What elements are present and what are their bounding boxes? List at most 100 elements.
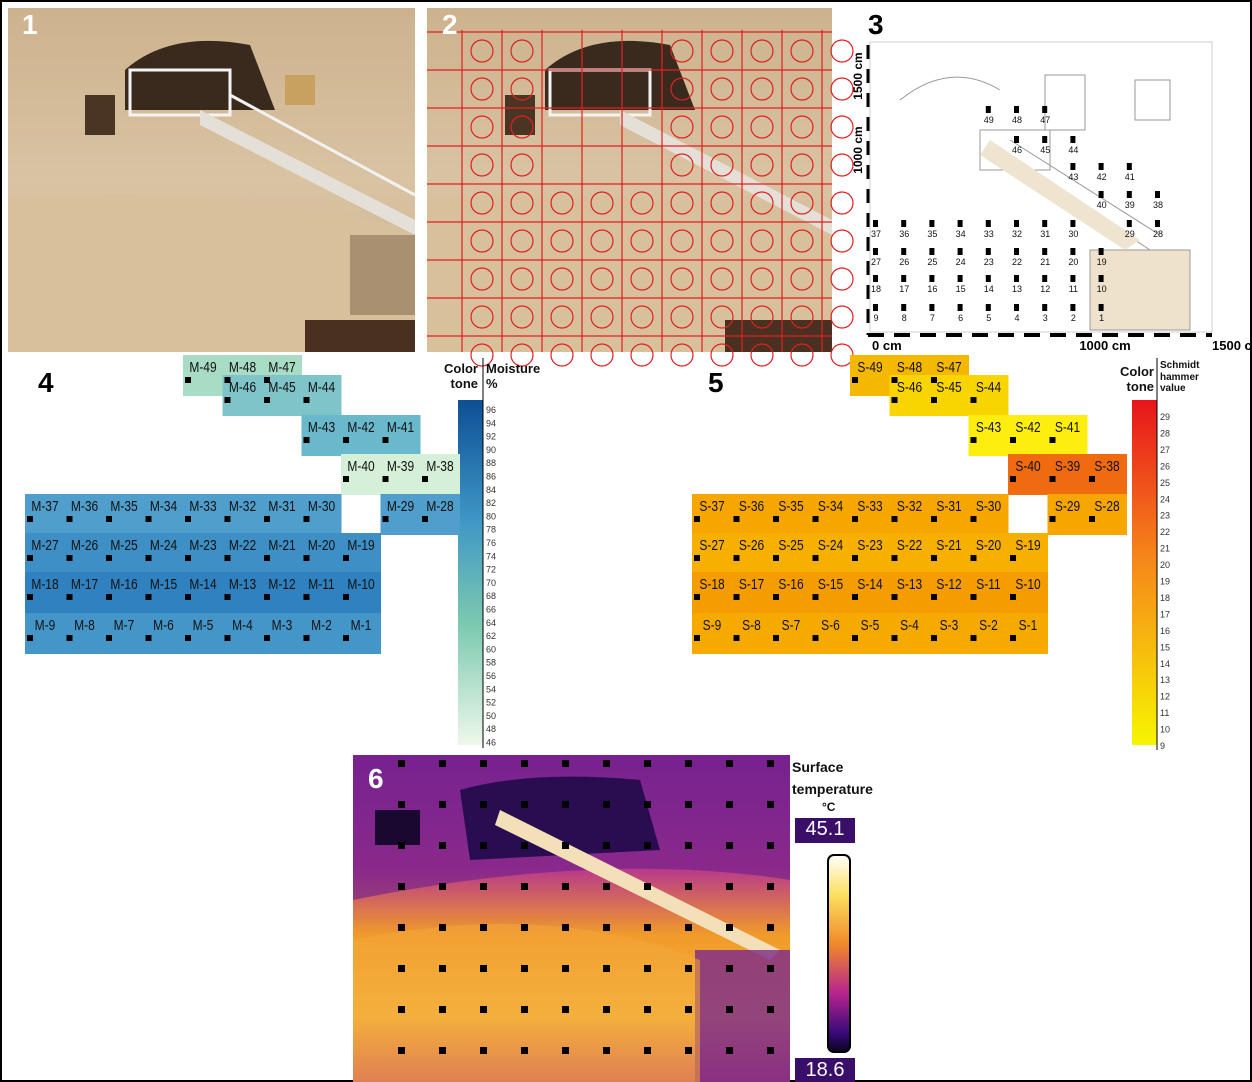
marker — [685, 801, 692, 808]
marker — [852, 377, 858, 383]
figure: 1234561500 cm1000 cm0 cm1000 cm1500 cm49… — [0, 0, 1252, 1082]
point-label: 27 — [871, 257, 881, 267]
point-label: M-48 — [229, 359, 256, 376]
tick-label: 90 — [486, 445, 496, 455]
marker — [343, 476, 349, 482]
marker — [1050, 476, 1056, 482]
marker — [562, 965, 569, 972]
point-label: M-36 — [71, 498, 98, 515]
marker — [383, 516, 389, 522]
point-label: M-47 — [268, 359, 295, 376]
marker — [873, 304, 878, 311]
point-label: 44 — [1068, 145, 1078, 155]
marker — [986, 106, 991, 113]
marker — [694, 635, 700, 641]
point-label: M-9 — [35, 617, 56, 634]
point-label: M-4 — [232, 617, 253, 634]
marker — [971, 635, 977, 641]
tick-label: 88 — [486, 458, 496, 468]
marker — [892, 516, 898, 522]
point-label: 22 — [1012, 257, 1022, 267]
tick-label: 15 — [1160, 642, 1170, 652]
point-label: M-28 — [426, 498, 453, 515]
marker — [1127, 163, 1132, 170]
point-label: 45 — [1040, 145, 1050, 155]
marker — [343, 437, 349, 443]
point-label: S-13 — [897, 576, 922, 593]
marker — [146, 555, 152, 561]
marker — [773, 635, 779, 641]
marker — [852, 594, 858, 600]
point-label: M-45 — [268, 379, 295, 396]
point-label: S-2 — [979, 617, 998, 634]
marker — [439, 883, 446, 890]
marker — [1070, 275, 1075, 282]
marker — [1042, 106, 1047, 113]
marker — [929, 248, 934, 255]
marker — [685, 883, 692, 890]
marker — [644, 760, 651, 767]
marker — [901, 304, 906, 311]
point-label: M-46 — [229, 379, 256, 396]
marker — [1099, 275, 1104, 282]
point-label: M-29 — [387, 498, 414, 515]
moisture-colorbar — [458, 400, 483, 745]
marker — [726, 760, 733, 767]
marker — [603, 883, 610, 890]
marker — [1014, 106, 1019, 113]
point-label: S-16 — [778, 576, 803, 593]
marker — [185, 377, 191, 383]
point-label: M-10 — [347, 576, 375, 593]
point-label: 39 — [1125, 200, 1135, 210]
point-label: S-37 — [699, 498, 724, 515]
tick-label: 24 — [1160, 494, 1170, 504]
point-label: 38 — [1153, 200, 1163, 210]
marker — [767, 1047, 774, 1054]
marker — [398, 842, 405, 849]
marker — [767, 965, 774, 972]
point-label: S-7 — [782, 617, 801, 634]
point-label: M-34 — [150, 498, 178, 515]
marker — [726, 883, 733, 890]
point-label: S-8 — [742, 617, 761, 634]
point-label: M-6 — [153, 617, 174, 634]
point-label: M-2 — [311, 617, 332, 634]
marker — [225, 397, 231, 403]
panel-number: 6 — [368, 763, 384, 794]
marker — [383, 476, 389, 482]
tick-label: 84 — [486, 485, 496, 495]
marker — [521, 1047, 528, 1054]
point-label: M-31 — [268, 498, 295, 515]
tick-label: 14 — [1160, 659, 1170, 669]
marker — [264, 555, 270, 561]
marker — [685, 760, 692, 767]
marker — [439, 965, 446, 972]
marker — [685, 965, 692, 972]
marker — [106, 516, 112, 522]
point-label: 10 — [1097, 284, 1107, 294]
point-label: S-10 — [1015, 576, 1041, 593]
marker — [67, 594, 73, 600]
max-label: 45.1 — [795, 818, 855, 841]
tick-label: 25 — [1160, 478, 1170, 488]
point-label: M-27 — [31, 537, 58, 554]
tick-label: 54 — [486, 684, 496, 694]
point-label: M-39 — [387, 458, 414, 475]
tick-label: 96 — [486, 405, 496, 415]
y-axis-label: 1000 cm — [851, 126, 865, 173]
point-label: S-14 — [857, 576, 883, 593]
marker — [644, 801, 651, 808]
tick-label: 72 — [486, 565, 496, 575]
point-label: 16 — [927, 284, 937, 294]
marker — [146, 516, 152, 522]
point-label: S-24 — [818, 537, 844, 554]
point-label: S-25 — [778, 537, 803, 554]
tick-label: 18 — [1160, 593, 1170, 603]
marker — [929, 275, 934, 282]
point-label: 9 — [873, 313, 878, 323]
tick-label: 12 — [1160, 692, 1170, 702]
marker — [1070, 163, 1075, 170]
photo-2 — [427, 8, 853, 366]
marker — [958, 304, 963, 311]
tick-label: 20 — [1160, 560, 1170, 570]
